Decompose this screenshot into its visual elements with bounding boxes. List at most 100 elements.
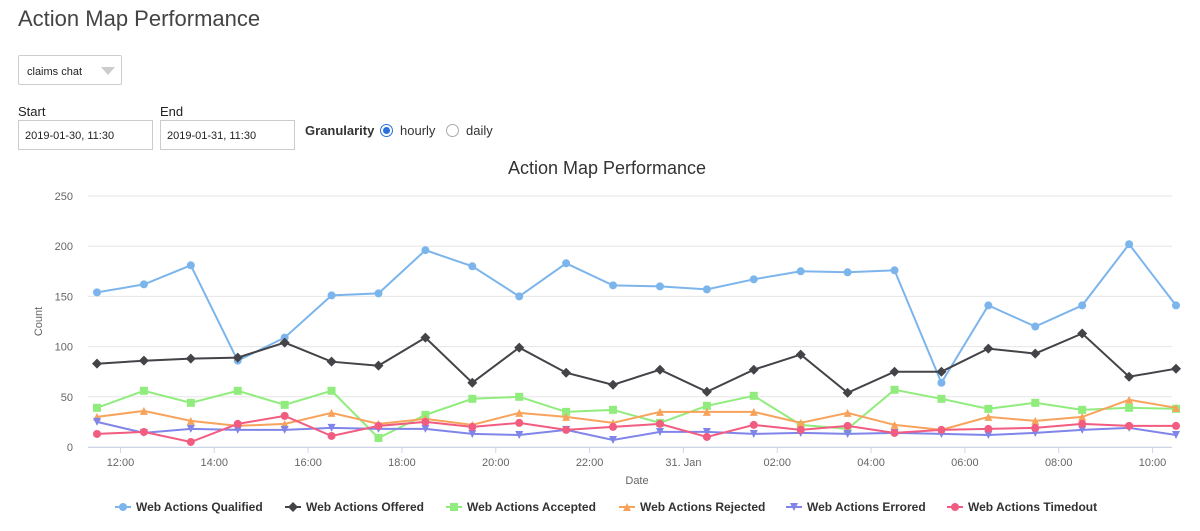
data-point [421, 246, 430, 255]
data-point [1125, 403, 1134, 412]
data-point [748, 364, 759, 375]
data-point [1171, 363, 1181, 374]
end-label: End [160, 104, 184, 119]
data-point [701, 386, 712, 397]
data-point [562, 259, 571, 268]
data-point [326, 356, 337, 367]
x-tick-label: 22:00 [576, 457, 604, 469]
data-point [467, 377, 478, 388]
legend-item[interactable]: Web Actions Rejected [619, 500, 765, 514]
legend-marker [790, 503, 798, 511]
data-point [749, 391, 758, 400]
x-tick-label: 14:00 [201, 457, 229, 469]
y-tick-label: 50 [61, 392, 73, 404]
data-point [1125, 421, 1134, 430]
data-point [796, 418, 805, 427]
legend-label: Web Actions Qualified [136, 500, 263, 514]
data-point [93, 417, 101, 426]
data-point [139, 427, 148, 436]
data-point [890, 428, 899, 437]
data-point [890, 420, 899, 429]
chevron-down-icon[interactable] [101, 67, 115, 75]
x-tick-label: 20:00 [482, 457, 510, 469]
series-line [96, 414, 1176, 444]
data-point [984, 412, 993, 421]
page-title: Action Map Performance [18, 6, 261, 31]
data-point [655, 419, 664, 428]
data-point [327, 423, 336, 432]
data-point [1030, 348, 1041, 359]
bot-select[interactable]: claims chat [18, 55, 122, 85]
data-point [984, 424, 993, 433]
data-point [655, 427, 664, 436]
data-point [186, 398, 195, 407]
data-point [890, 385, 899, 394]
data-point [1078, 419, 1087, 428]
data-point [232, 352, 243, 363]
data-point [468, 394, 477, 403]
data-point [796, 425, 805, 434]
y-tick-label: 150 [55, 291, 73, 303]
data-point [327, 431, 336, 440]
data-point [890, 266, 899, 275]
data-point [138, 355, 149, 366]
series-0 [93, 240, 1180, 387]
x-tick-label: 04:00 [857, 457, 885, 469]
data-point [609, 281, 618, 290]
data-point [186, 424, 195, 433]
data-point [1078, 425, 1087, 434]
data-point [889, 366, 900, 377]
y-tick-label: 250 [55, 191, 73, 203]
data-point [843, 429, 852, 438]
data-point [936, 366, 947, 377]
series-line [96, 420, 1177, 442]
data-point [983, 343, 994, 354]
legend-item[interactable]: Web Actions Timedout [947, 500, 1097, 514]
data-point [421, 417, 430, 426]
data-point [93, 288, 101, 297]
data-point [327, 386, 336, 395]
legend-item[interactable]: Web Actions Errored [786, 500, 926, 514]
data-point [280, 419, 289, 428]
data-point [186, 416, 195, 425]
series-4 [93, 417, 1180, 444]
legend-marker [119, 503, 127, 511]
data-point [280, 400, 289, 409]
data-point [984, 301, 993, 310]
legend-item[interactable]: Web Actions Qualified [115, 500, 263, 514]
data-point [1078, 301, 1087, 310]
data-point [420, 332, 431, 343]
legend-marker [951, 503, 959, 511]
data-point [515, 418, 524, 427]
legend-item[interactable]: Web Actions Offered [285, 500, 424, 514]
data-point [937, 378, 946, 387]
data-point [609, 435, 618, 444]
end-date-input[interactable]: 2019-01-31, 11:30 [160, 120, 295, 150]
data-point [139, 280, 148, 289]
series-line [96, 332, 1177, 394]
data-point [421, 410, 430, 419]
data-point [1078, 405, 1087, 414]
data-point [468, 262, 477, 271]
series-1 [92, 328, 1181, 398]
data-point [92, 358, 102, 369]
radio-daily[interactable] [446, 124, 459, 137]
data-point [609, 405, 618, 414]
radio-hourly[interactable] [380, 124, 393, 137]
data-point [327, 408, 336, 417]
data-point [1172, 301, 1180, 310]
data-point [655, 407, 664, 416]
legend-item[interactable]: Web Actions Accepted [446, 500, 596, 514]
legend-marker [288, 502, 298, 512]
legend-marker [450, 503, 458, 511]
series-line [96, 398, 1177, 431]
data-point [374, 433, 383, 442]
data-point [280, 411, 289, 420]
start-date-input[interactable]: 2019-01-30, 11:30 [18, 120, 153, 150]
data-point [702, 427, 711, 436]
data-point [843, 268, 852, 277]
data-point [749, 407, 758, 416]
radio-hourly-label: hourly [400, 123, 436, 138]
data-point [374, 289, 383, 298]
data-point [374, 421, 383, 430]
